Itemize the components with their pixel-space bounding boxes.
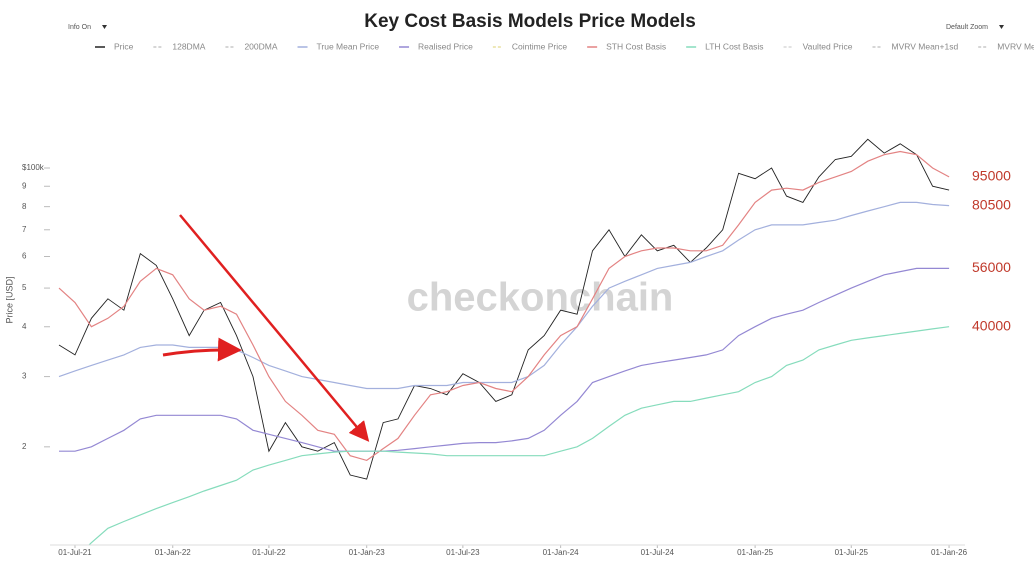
x-tick-label: 01-Jul-22	[252, 548, 286, 557]
annotation-arrow	[179, 214, 370, 442]
y-tick-label: 3	[22, 372, 27, 381]
dropdown-arrow	[102, 25, 107, 29]
legend-label[interactable]: Price	[114, 41, 134, 51]
x-tick-label: 01-Jan-25	[737, 548, 774, 557]
y-axis-label: Price [USD]	[4, 276, 14, 323]
legend-label[interactable]: 200DMA	[244, 41, 277, 51]
x-tick-label: 01-Jan-22	[155, 548, 192, 557]
x-tick-label: 01-Jul-25	[835, 548, 869, 557]
legend-label[interactable]: Vaulted Price	[803, 41, 853, 51]
y-tick-label: 8	[22, 202, 27, 211]
series-line	[58, 138, 950, 480]
x-tick-label: 01-Jul-23	[446, 548, 480, 557]
annotation-arrow	[162, 337, 242, 362]
legend-label[interactable]: LTH Cost Basis	[705, 41, 763, 51]
series-line	[58, 150, 950, 462]
legend-label[interactable]: Cointime Price	[512, 41, 568, 51]
y-tick-label: 5	[22, 283, 27, 292]
end-label: 95000	[972, 168, 1011, 184]
y-tick-label: $100k	[22, 163, 45, 172]
legend-label[interactable]: 128DMA	[172, 41, 205, 51]
x-tick-label: 01-Jan-24	[543, 548, 580, 557]
y-tick-label: 2	[22, 442, 27, 451]
watermark: checkonchain	[407, 276, 674, 320]
y-tick-label: 6	[22, 252, 27, 261]
y-tick-label: 4	[22, 322, 27, 331]
legend-label[interactable]: STH Cost Basis	[606, 41, 666, 51]
series-line	[58, 201, 950, 390]
legend-label[interactable]: MVRV Mean+1sd	[892, 41, 959, 51]
series-line	[88, 326, 950, 545]
end-label: 40000	[972, 317, 1011, 333]
info-toggle[interactable]: Info On	[68, 24, 91, 31]
legend-label[interactable]: Realised Price	[418, 41, 473, 51]
dropdown-arrow	[999, 25, 1004, 29]
series-line	[59, 267, 950, 452]
x-tick-label: 01-Jul-24	[641, 548, 675, 557]
legend-label[interactable]: MVRV Mean+2sd	[997, 41, 1034, 51]
y-tick-label: 7	[22, 225, 27, 234]
legend-label[interactable]: True Mean Price	[317, 41, 380, 51]
plot-area	[58, 138, 950, 545]
x-tick-label: 01-Jan-26	[931, 548, 968, 557]
end-label: 80500	[972, 196, 1011, 212]
x-tick-label: 01-Jan-23	[349, 548, 386, 557]
y-tick-label: 9	[22, 181, 27, 190]
zoom-select[interactable]: Default Zoom	[946, 24, 988, 31]
end-label: 56000	[972, 259, 1011, 275]
x-tick-label: 01-Jul-21	[58, 548, 92, 557]
chart-title: Key Cost Basis Models Price Models	[364, 11, 696, 32]
